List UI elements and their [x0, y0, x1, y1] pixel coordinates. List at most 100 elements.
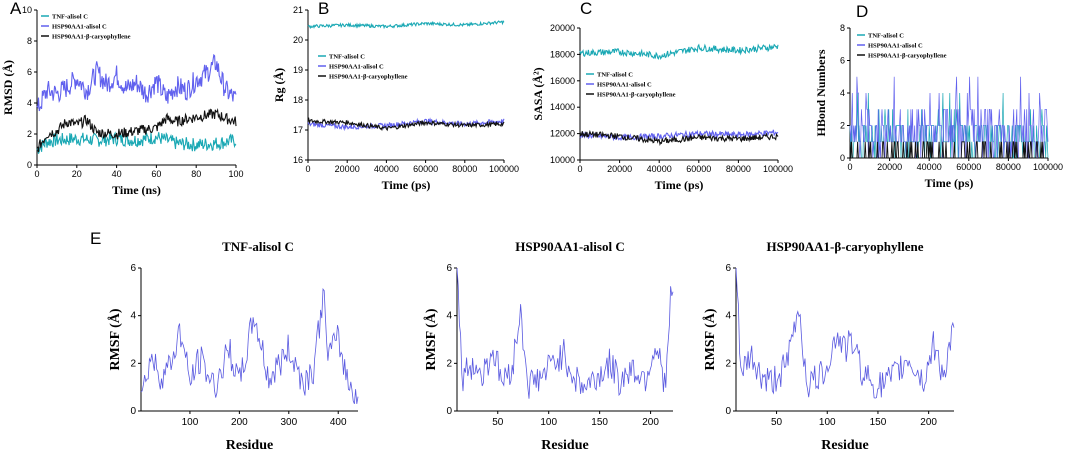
x-tick-label: 60000 [413, 164, 438, 174]
x-tick-label: 20000 [877, 162, 902, 172]
x-tick-label: 100000 [1033, 162, 1063, 172]
x-tick-label: 100 [540, 417, 557, 428]
y-tick-label: 19 [293, 65, 303, 75]
series-line [307, 19, 505, 30]
y-tick-label: 0 [27, 160, 32, 170]
legend-label: HSP90AA1-β-caryophyllene [52, 34, 131, 41]
x-axis-title: Time (ps) [655, 178, 704, 192]
series-line [307, 117, 505, 132]
x-tick-label: 20000 [335, 164, 360, 174]
chart-4: 0 2 4 6 100 200 300 400 Residue RMSF (Å) [107, 263, 359, 452]
legend-label: HSP90AA1-alisol C [329, 64, 384, 71]
y-axis-title: SASA (Å²) [531, 67, 545, 120]
chart-2: 10000 12000 14000 16000 18000 20000 0 20000 4000… [531, 23, 793, 192]
legend-label: TNF-alisol C [868, 33, 904, 40]
chart-5: 0 2 4 6 50 100 150 200 Residue RMSF (Å) [423, 263, 674, 452]
x-tick-label: 80000 [452, 164, 477, 174]
legend-label: HSP90AA1-alisol C [52, 24, 107, 31]
x-tick-label: 100 [819, 417, 836, 428]
panel-letter-e: E [90, 229, 101, 248]
x-tick-label: 80 [191, 169, 201, 179]
x-tick-label: 0 [34, 169, 39, 179]
x-tick-label: 200 [642, 417, 659, 428]
panel-letter-c: C [580, 0, 592, 18]
y-axis-title: RMSF (Å) [702, 308, 718, 370]
y-tick-label: 2 [840, 121, 845, 131]
y-tick-label: 2 [27, 129, 32, 139]
x-tick-label: 60 [151, 169, 161, 179]
y-axis-title: RMSF (Å) [107, 308, 123, 370]
series-line [579, 129, 779, 146]
y-tick-label: 4 [840, 88, 845, 98]
x-tick-label: 20 [72, 169, 82, 179]
x-tick-label: 80000 [726, 164, 751, 174]
series-line [36, 131, 237, 154]
legend-label: HSP90AA1-alisol C [597, 82, 652, 89]
x-tick-label: 100000 [489, 164, 519, 174]
legend-label: HSP90AA1-alisol C [868, 43, 923, 50]
x-tick-label: 400 [330, 417, 347, 428]
y-tick-label: 8 [840, 23, 845, 33]
x-axis-title: Residue [821, 438, 868, 452]
x-tick-label: 200 [231, 417, 248, 428]
y-tick-label: 20000 [550, 23, 575, 33]
y-axis-title: Rg (Å) [272, 68, 286, 102]
x-tick-label: 40000 [647, 164, 672, 174]
y-tick-label: 20 [293, 35, 303, 45]
y-tick-label: 8 [27, 36, 32, 46]
y-tick-label: 6 [840, 56, 845, 66]
y-tick-label: 0 [840, 153, 845, 163]
x-axis-title: Residue [226, 438, 273, 452]
chart-title-hsp-alisol: HSP90AA1-alisol C [515, 239, 624, 254]
x-tick-label: 20000 [607, 164, 632, 174]
x-tick-label: 100000 [763, 164, 793, 174]
x-tick-label: 100 [228, 169, 243, 179]
x-tick-label: 0 [577, 164, 582, 174]
panel-letter-b: B [318, 0, 329, 18]
panel-letter-a: A [10, 0, 22, 18]
x-tick-label: 40000 [917, 162, 942, 172]
rmsf-line [140, 288, 359, 405]
y-tick-label: 2 [725, 358, 731, 369]
series-line [36, 53, 237, 112]
series-line [36, 107, 237, 153]
y-tick-label: 17 [293, 125, 303, 135]
legend-label: TNF-alisol C [52, 14, 88, 21]
x-tick-label: 150 [870, 417, 887, 428]
legend-label: TNF-alisol C [597, 72, 633, 79]
chart-1: 16 17 18 19 20 21 0 20000 40000 60000 80000 100000 T… [272, 5, 519, 192]
chart-3: 0 2 4 6 8 0 20000 40000 60000 80000 100000 Time (ps… [814, 23, 1063, 190]
y-tick-label: 0 [130, 406, 136, 417]
y-tick-label: 21 [293, 5, 303, 15]
x-tick-label: 0 [305, 164, 310, 174]
x-tick-label: 40 [112, 169, 122, 179]
legend-label: HSP90AA1-β-caryophyllene [329, 74, 408, 81]
y-tick-label: 4 [27, 98, 32, 108]
x-axis-title: Residue [541, 438, 588, 452]
x-axis-title: Time (ps) [925, 176, 974, 190]
y-axis-title: HBond Numbers [814, 49, 828, 136]
y-tick-label: 6 [27, 67, 32, 77]
y-tick-label: 6 [725, 263, 731, 274]
legend-label: TNF-alisol C [329, 54, 365, 61]
hbond-series-line [849, 76, 1049, 159]
x-tick-label: 50 [492, 417, 504, 428]
x-tick-label: 80000 [996, 162, 1021, 172]
y-tick-label: 6 [130, 263, 136, 274]
panel-letter-d: D [856, 2, 868, 21]
chart-6: 0 2 4 6 50 100 150 200 Residue RMSF (Å) [702, 263, 955, 452]
y-axis-title: RMSF (Å) [423, 308, 439, 370]
x-tick-label: 40000 [374, 164, 399, 174]
y-tick-label: 12000 [550, 129, 575, 139]
y-tick-label: 4 [725, 311, 731, 322]
legend-label: HSP90AA1-β-caryophyllene [868, 53, 947, 60]
y-tick-label: 14000 [550, 102, 575, 112]
x-tick-label: 60000 [956, 162, 981, 172]
y-tick-label: 18 [293, 95, 303, 105]
y-tick-label: 4 [130, 311, 136, 322]
y-tick-label: 2 [130, 358, 136, 369]
hbond-series-line [849, 141, 1048, 159]
x-tick-label: 100 [182, 417, 199, 428]
